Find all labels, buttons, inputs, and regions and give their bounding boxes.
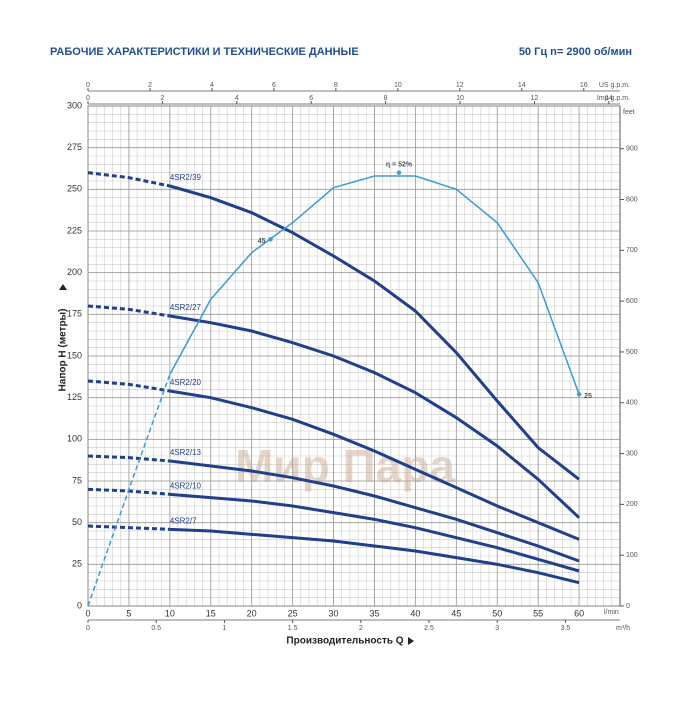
y-tick-label: 250 bbox=[67, 184, 82, 194]
efficiency-label: 25 bbox=[584, 393, 592, 400]
x-tick-label: 50 bbox=[492, 608, 502, 618]
y2-tick-label: 400 bbox=[626, 400, 638, 407]
arrow bbox=[59, 284, 67, 290]
extra-axis-tick-label: 16 bbox=[580, 82, 588, 89]
series-label: 4SR2/7 bbox=[170, 516, 197, 525]
y2-tick-label: 900 bbox=[626, 146, 638, 153]
curve-dashed bbox=[87, 374, 171, 607]
y2-tick-label: 0 bbox=[626, 603, 630, 610]
y2-tick-label: 700 bbox=[626, 247, 638, 254]
extra-axis-tick-label: 0 bbox=[86, 95, 90, 102]
y-tick-label: 0 bbox=[77, 600, 82, 610]
y-tick-label: 125 bbox=[67, 392, 82, 402]
extra-axis-tick-label: 0 bbox=[86, 82, 90, 89]
extra-axis-tick-label: 12 bbox=[456, 82, 464, 89]
efficiency-point bbox=[268, 237, 273, 242]
x-unit: l/min bbox=[604, 609, 619, 616]
y-tick-label: 275 bbox=[67, 142, 82, 152]
x-tick-label: 25 bbox=[288, 608, 298, 618]
extra-axis-tick-label: 0.5 bbox=[151, 625, 161, 632]
extra-axis-label: US g.p.m. bbox=[599, 82, 630, 89]
series-label: 4SR2/13 bbox=[170, 448, 202, 457]
extra-axis-tick-label: 8 bbox=[334, 82, 338, 89]
efficiency-label: η = 52% bbox=[386, 162, 413, 169]
series-label: 4SR2/27 bbox=[170, 303, 202, 312]
extra-axis-tick-label: 14 bbox=[605, 95, 613, 102]
curve-dashed bbox=[87, 454, 170, 463]
watermark: Мир Пара bbox=[235, 440, 455, 492]
chart-subtitle: 50 Гц n= 2900 об/мин bbox=[519, 46, 632, 58]
extra-axis-tick-label: 6 bbox=[309, 95, 313, 102]
chart-title: РАБОЧИЕ ХАРАКТЕРИСТИКИ И ТЕХНИЧЕСКИЕ ДАН… bbox=[50, 46, 359, 58]
extra-axis-tick-label: 10 bbox=[394, 82, 402, 89]
extra-axis-label: m³/h bbox=[616, 625, 630, 632]
extra-axis-tick-label: 2 bbox=[148, 82, 152, 89]
curve-dashed bbox=[87, 304, 171, 318]
curve-dashed bbox=[87, 171, 171, 188]
extra-axis-tick-label: 8 bbox=[384, 95, 388, 102]
extra-axis-tick-label: 1 bbox=[222, 625, 226, 632]
series-label: 4SR2/20 bbox=[170, 378, 202, 387]
x-tick-label: 20 bbox=[247, 608, 257, 618]
series-label: 4SR2/10 bbox=[170, 481, 202, 490]
efficiency-point bbox=[576, 392, 582, 397]
y-axis-label: Напор H (метры) bbox=[58, 309, 69, 392]
y2-tick-label: 800 bbox=[626, 196, 638, 203]
x-tick-label: 35 bbox=[369, 608, 379, 618]
efficiency-point bbox=[396, 170, 402, 175]
extra-axis-tick-label: 2 bbox=[359, 625, 363, 632]
x-axis-label: Производительность Q bbox=[286, 636, 403, 647]
x-tick-label: 55 bbox=[533, 608, 543, 618]
y2-tick-label: 100 bbox=[626, 552, 638, 559]
y-tick-label: 75 bbox=[72, 475, 82, 485]
x-tick-label: 15 bbox=[206, 608, 216, 618]
y-tick-label: 25 bbox=[72, 559, 82, 569]
x-tick-label: 10 bbox=[165, 608, 175, 618]
extra-axis-tick-label: 12 bbox=[531, 95, 539, 102]
y-tick-label: 300 bbox=[67, 100, 82, 110]
y-tick-label: 100 bbox=[67, 434, 82, 444]
x-tick-label: 0 bbox=[85, 608, 90, 618]
curve bbox=[169, 492, 580, 573]
extra-axis-tick-label: 14 bbox=[518, 82, 526, 89]
x-tick-label: 60 bbox=[574, 608, 584, 618]
efficiency-label: 45 bbox=[258, 238, 266, 245]
y2-tick-label: 200 bbox=[626, 501, 638, 508]
extra-axis-tick-label: 2.5 bbox=[424, 625, 434, 632]
extra-axis-label: Imp g.p.m. bbox=[597, 95, 630, 102]
extra-axis-tick-label: 3 bbox=[495, 625, 499, 632]
x-tick-label: 5 bbox=[126, 608, 131, 618]
x-tick-label: 45 bbox=[451, 608, 461, 618]
y-tick-label: 175 bbox=[67, 309, 82, 319]
extra-axis-tick-label: 0 bbox=[86, 625, 90, 632]
curve-dashed bbox=[87, 524, 170, 531]
curve bbox=[169, 314, 581, 519]
y2-axis-label: feet bbox=[623, 109, 635, 116]
y-tick-label: 150 bbox=[67, 350, 82, 360]
arrow bbox=[408, 637, 414, 645]
extra-axis-tick-label: 3.5 bbox=[561, 625, 571, 632]
extra-axis-tick-label: 4 bbox=[210, 82, 214, 89]
extra-axis-tick-label: 6 bbox=[272, 82, 276, 89]
x-tick-label: 40 bbox=[410, 608, 420, 618]
y-tick-label: 200 bbox=[67, 267, 82, 277]
x-tick-label: 30 bbox=[329, 608, 339, 618]
curve bbox=[169, 184, 580, 481]
extra-axis-tick-label: 10 bbox=[456, 95, 464, 102]
extra-axis-tick-label: 1.5 bbox=[288, 625, 298, 632]
series-label: 4SR2/39 bbox=[170, 173, 202, 182]
y-tick-label: 225 bbox=[67, 225, 82, 235]
curve bbox=[169, 389, 580, 541]
y2-tick-label: 300 bbox=[626, 450, 638, 457]
extra-axis-tick-label: 2 bbox=[160, 95, 164, 102]
curve bbox=[169, 175, 580, 395]
extra-axis-tick-label: 4 bbox=[235, 95, 239, 102]
y2-tick-label: 500 bbox=[626, 349, 638, 356]
curve bbox=[169, 527, 580, 585]
curve bbox=[169, 459, 580, 563]
y-tick-label: 50 bbox=[72, 517, 82, 527]
y2-tick-label: 600 bbox=[626, 298, 638, 305]
curve-dashed bbox=[87, 379, 171, 393]
